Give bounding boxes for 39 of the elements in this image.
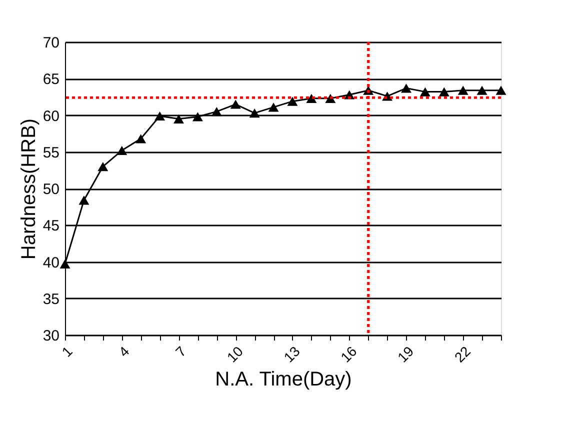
point <box>458 86 468 95</box>
point <box>116 146 128 155</box>
y-tick-label: 30 <box>42 328 60 344</box>
point <box>211 107 222 116</box>
point <box>476 86 488 95</box>
x-tick-label: 10 <box>224 342 246 366</box>
point <box>496 86 506 95</box>
y-tick-label: 40 <box>42 254 60 272</box>
y-tick-label: 35 <box>42 290 60 308</box>
x-tick-label: 13 <box>280 342 304 366</box>
x-tick-label: 22 <box>451 342 474 366</box>
y-tick-label: 65 <box>42 71 60 88</box>
point <box>192 112 203 122</box>
point <box>438 87 450 96</box>
point <box>306 94 317 103</box>
y-tick-label: 55 <box>42 144 60 162</box>
x-tick-label: 16 <box>337 342 360 366</box>
point <box>249 108 260 118</box>
point <box>287 96 298 106</box>
x-tick-label: 1 <box>58 342 76 360</box>
point <box>136 134 146 144</box>
point <box>230 100 241 109</box>
x-tick-label: 7 <box>172 342 190 360</box>
point <box>400 84 412 93</box>
point <box>420 87 430 96</box>
point <box>173 114 184 124</box>
point <box>78 196 90 205</box>
y-tick-label: 70 <box>42 34 60 52</box>
point <box>154 111 166 121</box>
x-axis-title: N.A. Time(Day) <box>215 368 352 390</box>
point <box>268 102 279 112</box>
point <box>98 162 108 172</box>
x-tick-label: 4 <box>115 342 132 360</box>
y-tick-label: 45 <box>42 218 60 235</box>
point <box>60 259 70 268</box>
y-axis-title: Hardness(HRB) <box>18 118 40 260</box>
y-tick-label: 50 <box>42 181 60 198</box>
y-tick-label: 60 <box>42 108 60 125</box>
x-tick-label: 19 <box>394 342 417 366</box>
